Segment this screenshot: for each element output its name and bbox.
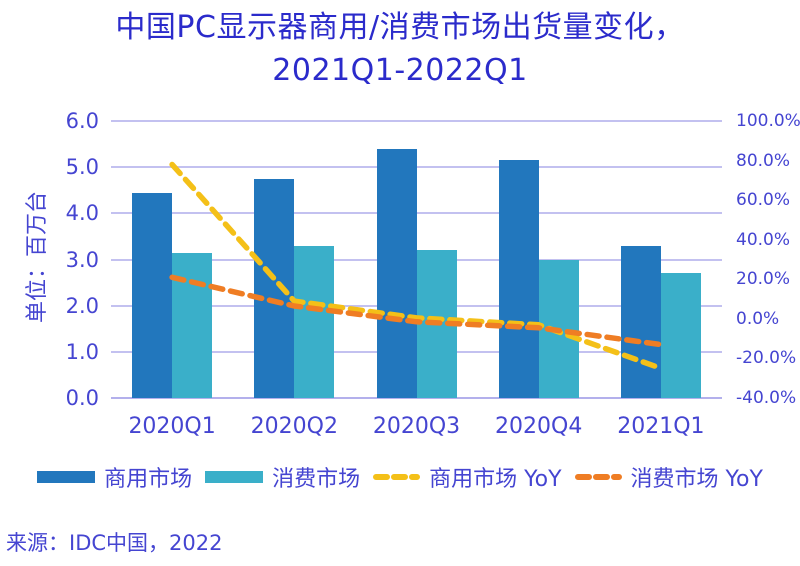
y-tick-left: 5.0 [65,155,99,180]
y-tick-left: 4.0 [65,201,99,226]
legend-label: 商用市场 [104,467,193,492]
legend-label: 消费市场 [272,467,361,492]
legend-item-商用市场 YoY: 商用市场 YoY [373,461,562,493]
bar-商用市场-2021Q1 [620,245,661,398]
y-tick-left: 2.0 [65,293,99,318]
y-tick-right: 60.0% [736,190,791,211]
source-text: 来源：IDC中国，2022 [6,531,223,555]
y-tick-right: 100.0% [736,111,800,131]
y-tick-left: 6.0 [65,109,99,133]
y-tick-right: 80.0% [736,150,791,171]
y-tick-left: 3.0 [65,247,99,272]
x-tick-2020Q1: 2020Q1 [128,414,216,439]
bar-商用市场-2020Q1 [132,192,173,398]
x-tick-2021Q1: 2021Q1 [617,414,705,439]
bar-消费市场-2021Q1 [660,273,701,398]
x-tick-2020Q3: 2020Q3 [372,414,461,439]
bar-商用市场-2020Q4 [498,160,539,398]
legend-label: 商用市场 YoY [429,467,562,492]
gridline [111,212,722,215]
y-tick-right: 20.0% [736,269,791,290]
line-商用市场 YoY [169,161,664,372]
legend-label: 消费市场 YoY [630,467,763,492]
legend-item-商用市场: 商用市场 [37,461,192,493]
y-tick-left: 1.0 [65,339,99,364]
y-tick-right: 0.0% [736,308,780,329]
x-tick-2020Q4: 2020Q4 [495,414,583,439]
bar-swatch-icon [37,471,96,483]
bar-消费市场-2020Q2 [294,245,335,398]
y-tick-left: 0.0 [65,386,99,410]
legend: 商用市场 消费市场 商用市场 YoY 消费市场 YoY [0,461,800,493]
line-swatch-icon [373,474,421,480]
x-tick-2020Q2: 2020Q2 [250,414,338,439]
chart-title-line1: 中国PC显示器商用/消费市场出货量变化， [115,10,685,45]
bar-swatch-icon [205,471,264,483]
plot-area [111,120,722,399]
x-axis-line [111,397,722,399]
y-tick-right: -20.0% [736,348,797,369]
gridline [111,166,722,169]
bar-商用市场-2020Q2 [254,178,295,398]
bar-商用市场-2020Q3 [376,148,417,398]
y-tick-right: -40.0% [736,388,797,408]
y-tick-right: 40.0% [736,229,791,250]
chart-title-line2: 2021Q1-2022Q1 [272,53,528,88]
chart-title: 中国PC显示器商用/消费市场出货量变化， 2021Q1-2022Q1 [0,6,800,92]
yoy-lines-layer [169,161,664,372]
legend-item-消费市场 YoY: 消费市场 YoY [574,461,763,493]
line-swatch-icon [574,474,622,480]
legend-item-消费市场: 消费市场 [205,461,360,493]
line-消费市场 YoY [169,274,664,348]
gridline [111,120,722,122]
